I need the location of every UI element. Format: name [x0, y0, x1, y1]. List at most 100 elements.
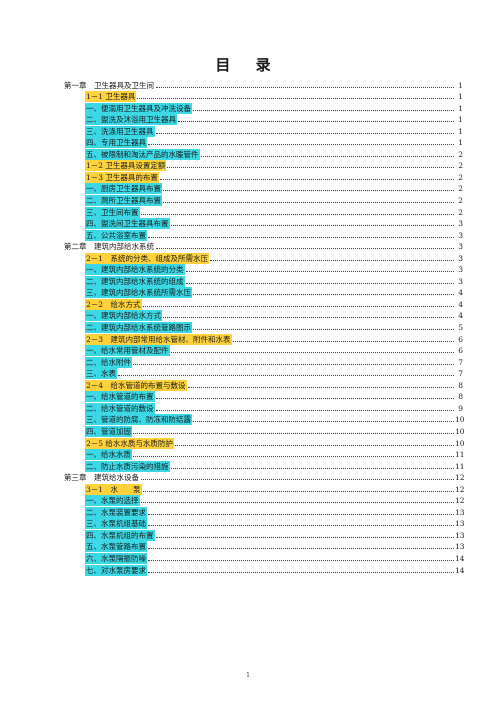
toc-entry[interactable]: 2－5 给水水质与水质防护 10: [63, 437, 465, 449]
toc-entry[interactable]: 二、防止水质污染的措施 11: [63, 460, 465, 472]
toc-entry[interactable]: 1－2 卫生器具设置定额 2: [63, 160, 463, 172]
toc-entry[interactable]: 二、建筑内部给水系统的组成 3: [63, 275, 463, 287]
dot-leader: [200, 155, 454, 157]
page-number-footer: 1: [246, 672, 250, 679]
dot-leader: [155, 132, 454, 134]
toc-entry[interactable]: 1－1 卫生器具 1: [63, 91, 463, 103]
toc-entry-page: 4: [458, 288, 463, 298]
dot-leader: [133, 363, 454, 365]
toc-entry-page: 5: [458, 323, 463, 333]
toc-entry-title: 三、水泵机组基础: [85, 518, 147, 530]
toc-entry-title: 三、水表: [85, 368, 117, 380]
toc-entry-title: 二、建筑内部给水系统的组成: [85, 275, 185, 287]
toc-entry[interactable]: 二、建筑内部给水系统管路图示 5: [63, 321, 463, 334]
toc-entry[interactable]: 三、水泵机组基础 13: [63, 518, 465, 530]
toc-entry-page: 12: [455, 496, 465, 506]
dot-leader: [232, 340, 454, 342]
dot-leader: [148, 571, 454, 573]
toc-entry[interactable]: 一、给水常用管材及配件 6: [63, 345, 463, 357]
toc-entry-page: 1: [458, 80, 463, 90]
toc-entry-title: 五、被限制和淘汰产品的水暖管件: [85, 148, 200, 160]
toc-entry[interactable]: 3－1 水 泵 12: [63, 483, 465, 495]
toc-entry[interactable]: 第一章 卫生器具及卫生间 1: [63, 79, 463, 91]
dot-leader: [148, 513, 454, 515]
dot-leader: [193, 328, 454, 331]
toc-entry-page: 3: [458, 253, 463, 263]
toc-entry[interactable]: 一、建筑内部给水系统的分类 3: [63, 264, 463, 276]
dot-leader: [170, 351, 454, 354]
toc-entry[interactable]: 一、给水管道的布置 8: [63, 391, 463, 403]
toc-entry-title: 一、给水水质: [85, 449, 132, 461]
dot-leader: [210, 259, 454, 261]
toc-entry[interactable]: 七、对水泵房要求 14: [63, 564, 465, 576]
toc-entry-page: 7: [458, 369, 463, 379]
toc-entry-page: 3: [458, 219, 463, 229]
toc-entry[interactable]: 2－3 建筑内部常用给水管材、附件和水表 6: [63, 333, 463, 345]
toc-entry-page: 11: [455, 450, 465, 460]
toc-entry[interactable]: 四、盥洗间卫生器具布置 3: [63, 218, 463, 230]
toc-entry[interactable]: 五、水泵管路布置 13: [63, 541, 465, 553]
toc-entry-title: 二、建筑内部给水系统管路图示: [85, 322, 192, 334]
toc-entry[interactable]: 三、卫生间布置 2: [63, 206, 463, 218]
toc-entry-page: 1: [458, 92, 463, 102]
toc-entry[interactable]: 三、建筑内部给水系统所需水压 4: [63, 287, 463, 299]
toc-entry[interactable]: 第二章 建筑内部给水系统 3: [63, 241, 463, 253]
dot-leader: [142, 305, 454, 307]
toc-entry-title: 2－4 给水管道的布置与敷设: [85, 379, 187, 391]
toc-entry[interactable]: 1－3 卫生器具的布置 2: [63, 171, 463, 183]
toc-entry-page: 9: [458, 403, 463, 413]
toc-entry-title: 二、盥洗及沐浴用卫生器具: [85, 114, 177, 126]
toc-entry[interactable]: 2－1 系统的分类、组成及所需水压 3: [63, 252, 463, 264]
toc-entry[interactable]: 一、建筑内部给水方式 4: [63, 310, 463, 322]
toc-entry-title: 3－1 水 泵: [85, 483, 142, 495]
toc-entry-page: 13: [455, 519, 465, 529]
toc-entry-title: 2－3 建筑内部常用给水管材、附件和水表: [85, 333, 232, 345]
dot-leader: [185, 282, 454, 284]
dot-leader: [148, 559, 454, 561]
toc-entry-page: 1: [458, 115, 463, 125]
toc-entry[interactable]: 四、专用卫生器具 1: [63, 137, 463, 149]
toc-entry-page: 1: [458, 103, 463, 113]
toc-entry-title: 一、给水常用管材及配件: [85, 345, 170, 357]
toc-entry-title: 一、便溺用卫生器具及冲洗设备: [85, 102, 192, 114]
toc-entry[interactable]: 2－2 给水方式 4: [63, 298, 463, 310]
toc-entry[interactable]: 二、给水附件 7: [63, 356, 463, 368]
toc-entry-page: 3: [458, 276, 463, 286]
toc-entry[interactable]: 二、盥洗及沐浴用卫生器具 1: [63, 114, 463, 126]
toc-entry[interactable]: 四、水泵机组的布置 13: [63, 529, 465, 541]
toc-entry-page: 2: [458, 161, 463, 171]
toc-entry[interactable]: 二、厕所卫生器具布置 2: [63, 194, 463, 207]
toc-entry[interactable]: 一、水泵的选择 12: [63, 495, 465, 507]
toc-entry[interactable]: 第三章 建筑给水设备 12: [63, 472, 465, 484]
toc-entry[interactable]: 三、洗涤用卫生器具 1: [63, 125, 463, 137]
toc-entry-page: 1: [458, 126, 463, 136]
toc-entry[interactable]: 2－4 给水管道的布置与敷设 8: [63, 379, 463, 391]
toc-entry[interactable]: 二、水泵装置要求 13: [63, 506, 465, 518]
toc-entry-page: 8: [458, 392, 463, 402]
toc-entry-page: 10: [455, 426, 465, 436]
toc-entry[interactable]: 二、给水管道的敷设 9: [63, 402, 463, 414]
toc-entry[interactable]: 一、便溺用卫生器具及冲洗设备 1: [63, 102, 463, 114]
dot-leader: [137, 97, 454, 100]
toc-entry-title: 五、水泵管路布置: [85, 541, 147, 553]
toc-entry-title: 一、厨房卫生器具布置: [85, 183, 162, 195]
toc-entry[interactable]: 五、公共浴室布置 3: [63, 229, 463, 241]
toc-entry-title: 一、建筑内部给水系统的分类: [85, 264, 185, 276]
toc-entry[interactable]: 五、被限制和淘汰产品的水暖管件 2: [63, 148, 463, 160]
toc-entry[interactable]: 三、水表 7: [63, 368, 463, 380]
toc-entry-page: 14: [455, 553, 465, 563]
toc-entry[interactable]: 一、给水水质 11: [63, 449, 465, 461]
toc-entry-title: 四、水泵机组的布置: [85, 529, 155, 541]
toc-entry-page: 3: [458, 242, 463, 252]
toc-entry-page: 14: [455, 565, 465, 575]
toc-entry-title: 一、给水管道的布置: [85, 391, 155, 403]
toc-entry-page: 10: [455, 438, 465, 448]
dot-leader: [187, 386, 454, 388]
toc-entry-title: 四、盥洗间卫生器具布置: [85, 218, 170, 230]
toc-entry[interactable]: 六、水泵隔振防噪 14: [63, 552, 465, 564]
toc-entry[interactable]: 四、管道加固 10: [63, 425, 465, 437]
dot-leader: [193, 420, 454, 423]
toc-entry[interactable]: 三、管道的防腐、防冻和防结露 10: [63, 414, 465, 426]
toc-entry-page: 6: [458, 346, 463, 356]
toc-entry[interactable]: 一、厨房卫生器具布置 2: [63, 183, 463, 195]
